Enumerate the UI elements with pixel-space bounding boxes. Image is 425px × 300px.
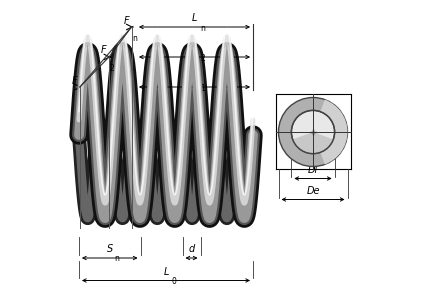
Text: Di: Di [308, 165, 318, 175]
Text: F: F [72, 76, 77, 85]
Text: n: n [115, 254, 119, 263]
Text: F: F [101, 46, 107, 56]
Text: d: d [188, 244, 195, 254]
Text: De: De [306, 186, 320, 196]
Text: S: S [107, 244, 113, 254]
Circle shape [292, 110, 334, 154]
Text: L: L [192, 14, 197, 23]
Text: 1: 1 [80, 94, 85, 103]
Text: n: n [132, 34, 137, 43]
Text: 0: 0 [171, 277, 176, 286]
Text: F: F [124, 16, 129, 26]
Text: 2: 2 [201, 54, 205, 63]
Text: L: L [192, 44, 197, 53]
Text: n: n [201, 24, 205, 33]
Text: 2: 2 [109, 64, 114, 73]
Wedge shape [293, 132, 333, 154]
Circle shape [278, 98, 348, 166]
Text: 1: 1 [201, 84, 205, 93]
Text: L: L [192, 74, 197, 83]
Text: L: L [163, 267, 169, 277]
Wedge shape [313, 100, 348, 164]
